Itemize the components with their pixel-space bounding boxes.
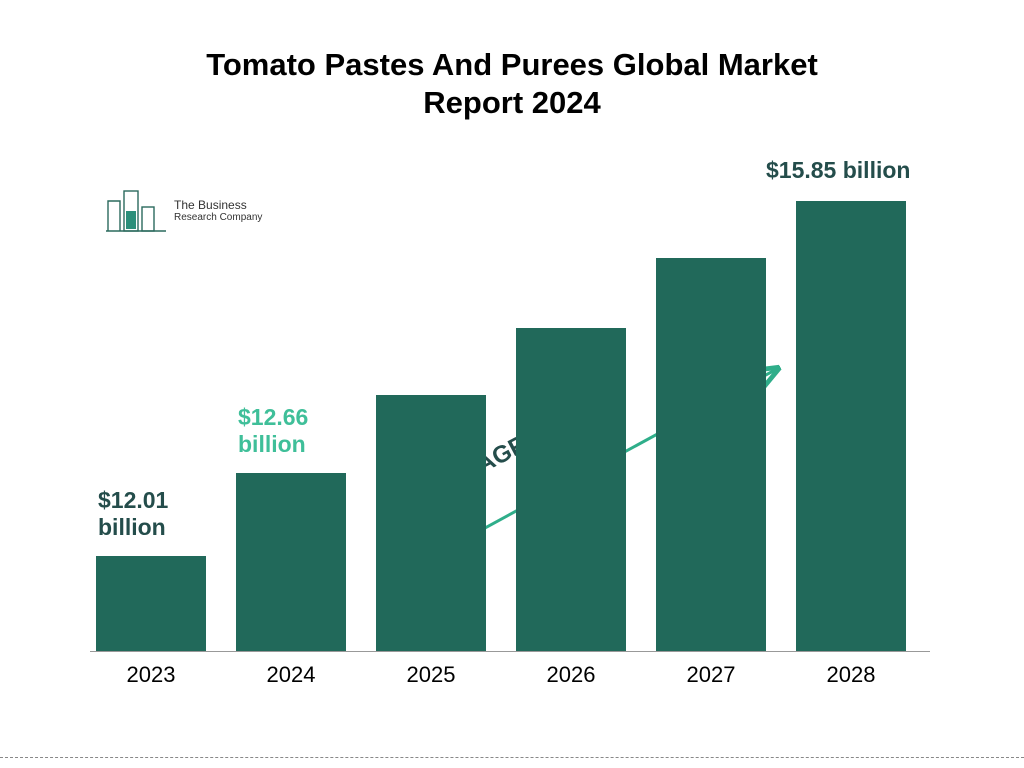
value-label: $12.66billion: [238, 404, 358, 459]
x-axis-label: 2027: [656, 662, 766, 688]
x-axis-label: 2026: [516, 662, 626, 688]
chart-title: Tomato Pastes And Purees Global Market R…: [0, 46, 1024, 122]
x-axis-label: 2024: [236, 662, 346, 688]
x-axis-line: [90, 651, 930, 652]
bar: [516, 328, 626, 651]
value-label: $12.01billion: [98, 487, 218, 542]
x-axis-label: 2028: [796, 662, 906, 688]
x-axis-label: 2023: [96, 662, 206, 688]
title-line1: Tomato Pastes And Purees Global Market: [0, 46, 1024, 84]
footer-divider: [0, 757, 1024, 758]
bar: [656, 258, 766, 651]
chart-container: Tomato Pastes And Purees Global Market R…: [0, 0, 1024, 768]
bar: [796, 201, 906, 651]
value-label: $15.85 billion: [766, 157, 946, 185]
bar: [236, 473, 346, 651]
title-line2: Report 2024: [0, 84, 1024, 122]
bar: [376, 395, 486, 651]
bar-chart: CAGR 5.8% 202320242025202620272028$12.01…: [90, 170, 930, 700]
bar: [96, 556, 206, 651]
x-axis-label: 2025: [376, 662, 486, 688]
